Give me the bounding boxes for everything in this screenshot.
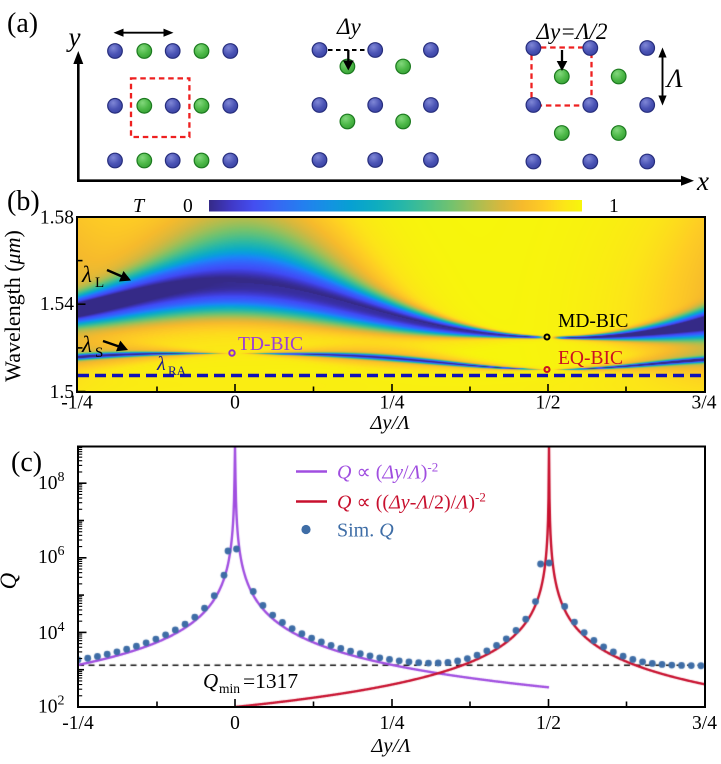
svg-text:3/4: 3/4 <box>692 713 717 734</box>
svg-text:0: 0 <box>183 196 193 217</box>
svg-text:L: L <box>95 275 104 291</box>
svg-text:Q: Q <box>203 669 218 693</box>
svg-text:=1317: =1317 <box>243 669 298 693</box>
svg-text:λ: λ <box>81 262 92 287</box>
svg-text:S: S <box>95 345 103 361</box>
svg-text:0: 0 <box>230 713 240 734</box>
svg-text:1/2: 1/2 <box>536 713 561 734</box>
svg-text:(a): (a) <box>7 8 38 39</box>
svg-text:1.58: 1.58 <box>40 208 74 229</box>
svg-text:Δy: Δy <box>336 14 361 39</box>
svg-text:MD-BIC: MD-BIC <box>558 311 628 332</box>
svg-text:-1/4: -1/4 <box>62 713 94 734</box>
svg-text:Wavelength (μm): Wavelength (μm) <box>0 230 25 382</box>
svg-text:1/4: 1/4 <box>380 393 405 414</box>
svg-text:T: T <box>133 195 146 217</box>
svg-text:106: 106 <box>38 544 65 568</box>
svg-text:Q: Q <box>0 572 21 589</box>
svg-text:-1/4: -1/4 <box>61 393 93 414</box>
svg-text:TD-BIC: TD-BIC <box>238 334 303 355</box>
svg-text:102: 102 <box>38 694 65 718</box>
svg-text:Q ∝ ((Δy-Λ/2)/Λ)-2: Q ∝ ((Δy-Λ/2)/Λ)-2 <box>337 490 486 514</box>
svg-text:Q ∝ (Δy/Λ)-2: Q ∝ (Δy/Λ)-2 <box>337 460 438 484</box>
svg-text:1/2: 1/2 <box>536 393 561 414</box>
svg-text:1/4: 1/4 <box>380 713 405 734</box>
svg-text:1.5: 1.5 <box>50 382 74 403</box>
svg-text:1.54: 1.54 <box>40 294 74 315</box>
svg-text:Sim. Q: Sim. Q <box>337 520 394 542</box>
svg-text:EQ-BIC: EQ-BIC <box>558 348 623 369</box>
svg-text:(c): (c) <box>11 447 42 478</box>
svg-text:min: min <box>219 681 240 696</box>
svg-text:Δy/Λ: Δy/Λ <box>369 412 410 434</box>
svg-text:y: y <box>66 22 81 52</box>
svg-text:(b): (b) <box>7 186 40 217</box>
svg-text:x: x <box>696 166 709 196</box>
svg-text:Δy=Λ/2: Δy=Λ/2 <box>535 19 607 44</box>
svg-text:3/4: 3/4 <box>692 393 717 414</box>
svg-text:λ: λ <box>81 332 92 357</box>
svg-text:λ: λ <box>156 353 166 375</box>
svg-text:RA: RA <box>168 363 187 378</box>
svg-text:Δy/Λ: Δy/Λ <box>370 735 411 757</box>
svg-text:104: 104 <box>38 620 65 644</box>
svg-text:Λ: Λ <box>664 64 683 93</box>
svg-text:108: 108 <box>38 470 65 494</box>
svg-text:0: 0 <box>230 393 240 414</box>
svg-text:1: 1 <box>609 196 619 217</box>
